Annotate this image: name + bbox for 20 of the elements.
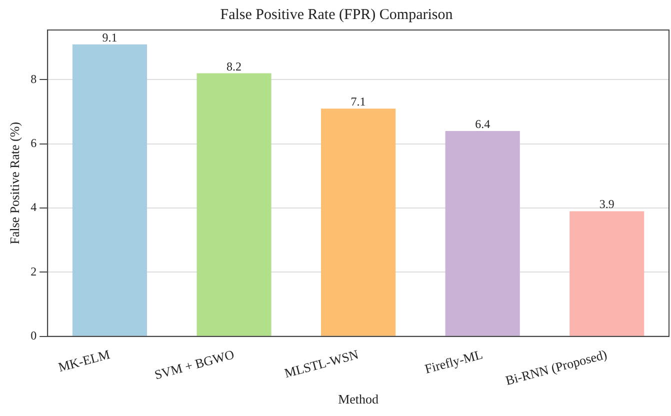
y-tick-label: 8: [30, 72, 37, 86]
bar: [72, 44, 148, 336]
data-label: 6.4: [475, 117, 490, 132]
x-tick-label: MK-ELM: [56, 346, 112, 375]
y-tick-label: 2: [30, 264, 37, 278]
x-axis-title: Method: [338, 392, 380, 407]
bar: [445, 131, 520, 336]
data-label: 9.1: [102, 30, 118, 44]
data-label: 8.2: [226, 59, 242, 74]
y-tick-label: 0: [30, 328, 37, 342]
bar: [570, 211, 644, 336]
y-axis-title: False Positive Rate (%): [7, 122, 22, 244]
x-tick-label: SVM + BGWO: [152, 346, 236, 382]
y-tick-label: 6: [30, 136, 37, 150]
bar: [196, 73, 272, 336]
y-tick-label: 4: [30, 200, 37, 214]
bar: [321, 108, 396, 336]
data-label: 3.9: [599, 197, 614, 212]
data-label: 7.1: [350, 94, 366, 109]
chart-title: False Positive Rate (FPR) Comparison: [220, 6, 454, 23]
